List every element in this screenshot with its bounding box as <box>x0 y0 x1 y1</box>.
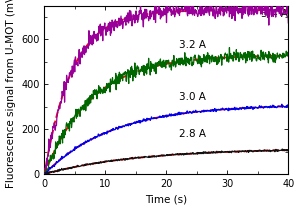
Text: 2.8 A: 2.8 A <box>178 129 206 139</box>
Text: 3.4 A: 3.4 A <box>261 9 288 19</box>
Text: 3.0 A: 3.0 A <box>178 92 206 102</box>
Y-axis label: Fluorescence signal from U-MOT (mV): Fluorescence signal from U-MOT (mV) <box>6 0 16 188</box>
Text: 3.2 A: 3.2 A <box>178 40 206 50</box>
X-axis label: Time (s): Time (s) <box>145 194 188 205</box>
